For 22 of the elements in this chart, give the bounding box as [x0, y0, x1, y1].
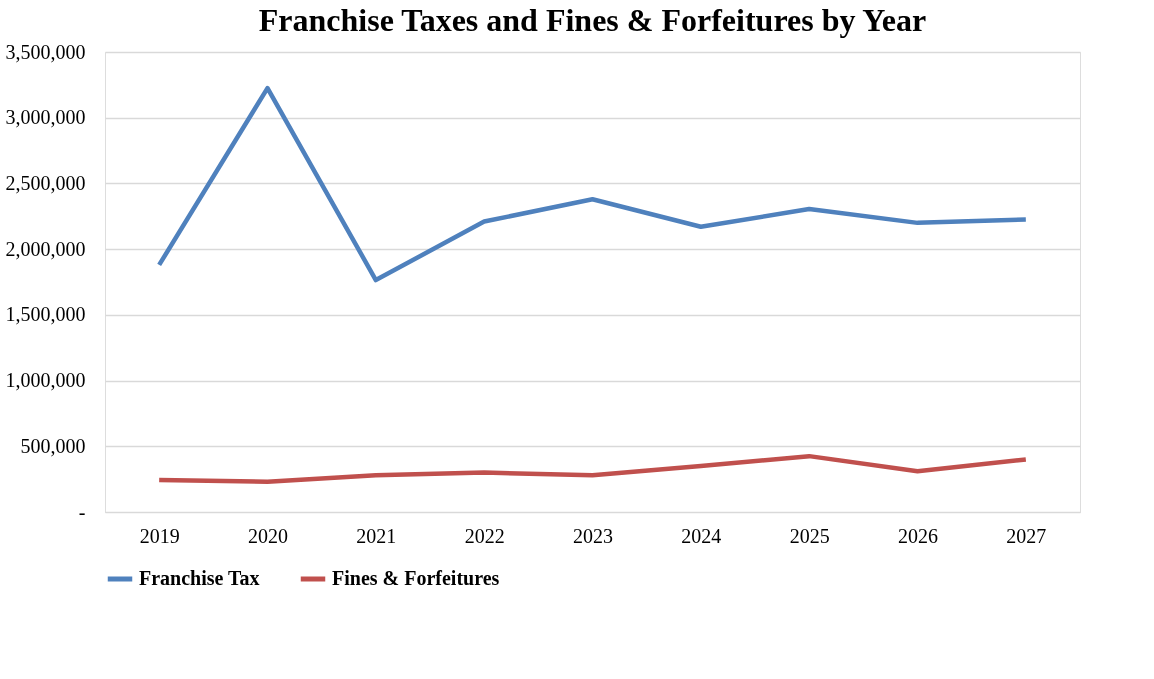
x-tick-label: 2025	[789, 524, 830, 547]
y-tick-label: 1,000,000	[5, 369, 86, 392]
x-tick-label: 2024	[681, 524, 722, 547]
y-tick-label: 2,500,000	[5, 171, 86, 194]
y-tick-label: 3,500,000	[5, 40, 86, 63]
x-tick-label: 2026	[898, 524, 938, 547]
x-tick-label: 2022	[464, 524, 505, 547]
y-tick-label: -	[78, 500, 86, 523]
chart-title: Franchise Taxes and Fines & Forfeitures by Year	[258, 2, 927, 38]
x-tick-label: 2019	[139, 524, 180, 547]
y-tick-label: 3,000,000	[5, 106, 86, 129]
line-series	[156, 453, 1029, 485]
x-tick-label: 2020	[248, 524, 288, 547]
x-tick-label: 2027	[1006, 524, 1047, 547]
legend-label: Fines & Forfeitures	[332, 567, 500, 589]
y-tick-label: 1,500,000	[5, 303, 86, 326]
y-tick-label: 500,000	[20, 434, 86, 457]
x-tick-label: 2021	[356, 524, 397, 547]
x-tick-label: 2023	[573, 524, 613, 547]
line-series	[156, 85, 1029, 283]
legend-label: Franchise Tax	[139, 567, 260, 589]
y-tick-label: 2,000,000	[5, 237, 86, 260]
